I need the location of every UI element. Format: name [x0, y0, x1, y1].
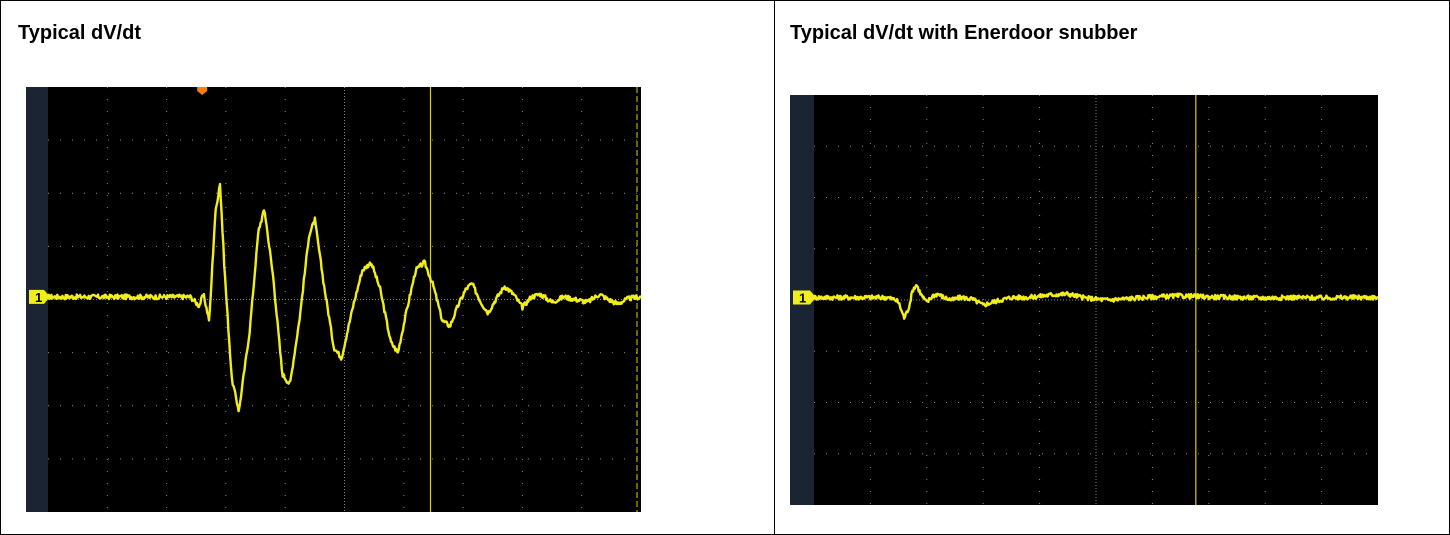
panel-title-left: Typical dV/dt — [18, 22, 141, 44]
channel-marker-shape — [793, 290, 816, 305]
series-line-trace — [812, 283, 1378, 320]
channel-1-marker: 1 — [793, 290, 816, 305]
channel-marker-label: 1 — [35, 290, 42, 305]
panel-divider — [774, 0, 775, 535]
panel-title-right: Typical dV/dt with Enerdoor snubber — [790, 22, 1138, 44]
channel-marker-label: 1 — [799, 290, 806, 305]
trigger-marker-icon — [197, 87, 208, 95]
oscilloscope-screen-unsnubbed: 1 — [26, 87, 641, 512]
series-line-trace — [47, 182, 641, 413]
oscilloscope-screen-snubbed: 1 — [790, 95, 1378, 505]
channel-1-marker: 1 — [29, 289, 50, 305]
channel-marker-shape — [29, 289, 50, 304]
center-axes — [48, 87, 641, 512]
scope-svg: 1 — [26, 87, 641, 512]
scope-svg: 1 — [790, 95, 1378, 505]
